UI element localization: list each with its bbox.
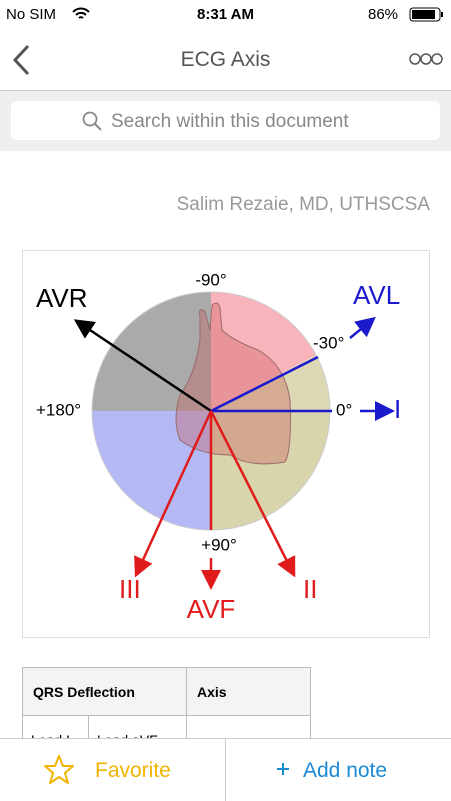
wifi-icon xyxy=(72,7,90,19)
quadrant xyxy=(92,292,211,411)
battery-icon xyxy=(409,7,443,22)
ecg-axis-figure: -90° AVR AVL -30° +180° 0° I +90° III AV… xyxy=(22,250,430,638)
search-icon xyxy=(82,111,102,131)
lead-iii-vector xyxy=(134,410,213,578)
add-note-label: Add note xyxy=(303,759,388,782)
quadrant xyxy=(211,411,330,530)
avl-arrow xyxy=(349,316,376,339)
lead-label: AVR xyxy=(36,283,88,313)
search-field[interactable]: Search within this document xyxy=(11,101,440,140)
carrier: No SIM xyxy=(6,6,57,23)
table-header: QRS Deflection xyxy=(22,667,187,716)
status-bar: No SIM 8:31 AM 86% xyxy=(0,0,451,30)
avr-vector xyxy=(73,319,212,413)
star-icon xyxy=(44,755,74,784)
angle-label: -90° xyxy=(195,270,226,289)
battery-level: 86% xyxy=(368,6,399,23)
lead-label: AVF xyxy=(187,594,236,624)
toolbar: Favorite Add note xyxy=(0,738,451,801)
table-header-row: QRS Deflection Axis xyxy=(22,667,311,716)
lead-label: I xyxy=(394,394,401,424)
lead-ii-vector xyxy=(209,410,296,578)
lead-label: III xyxy=(119,574,141,604)
angle-label: +180° xyxy=(36,400,81,419)
nav-title: ECG Axis xyxy=(180,48,271,71)
lead-label: AVL xyxy=(353,280,400,310)
angle-label: -30° xyxy=(313,333,344,352)
author: Salim Rezaie, MD, UTHSCSA xyxy=(176,194,430,215)
time: 8:31 AM xyxy=(197,6,254,23)
add-note-button[interactable]: Add note xyxy=(226,739,451,801)
back-button[interactable] xyxy=(10,44,32,76)
quadrant xyxy=(211,292,316,411)
table-header: Axis xyxy=(186,667,311,716)
nav-bar: ECG Axis xyxy=(0,30,451,91)
angle-label: +90° xyxy=(201,535,237,554)
plus-icon xyxy=(277,763,289,775)
favorite-label: Favorite xyxy=(95,759,171,782)
lead-label: II xyxy=(303,574,317,604)
avl-vector xyxy=(210,355,319,413)
search-band: Search within this document xyxy=(0,91,451,151)
search-placeholder: Search within this document xyxy=(111,111,349,132)
more-button[interactable] xyxy=(408,52,444,66)
angle-label: 0° xyxy=(336,400,352,419)
favorite-button[interactable]: Favorite xyxy=(0,739,226,801)
